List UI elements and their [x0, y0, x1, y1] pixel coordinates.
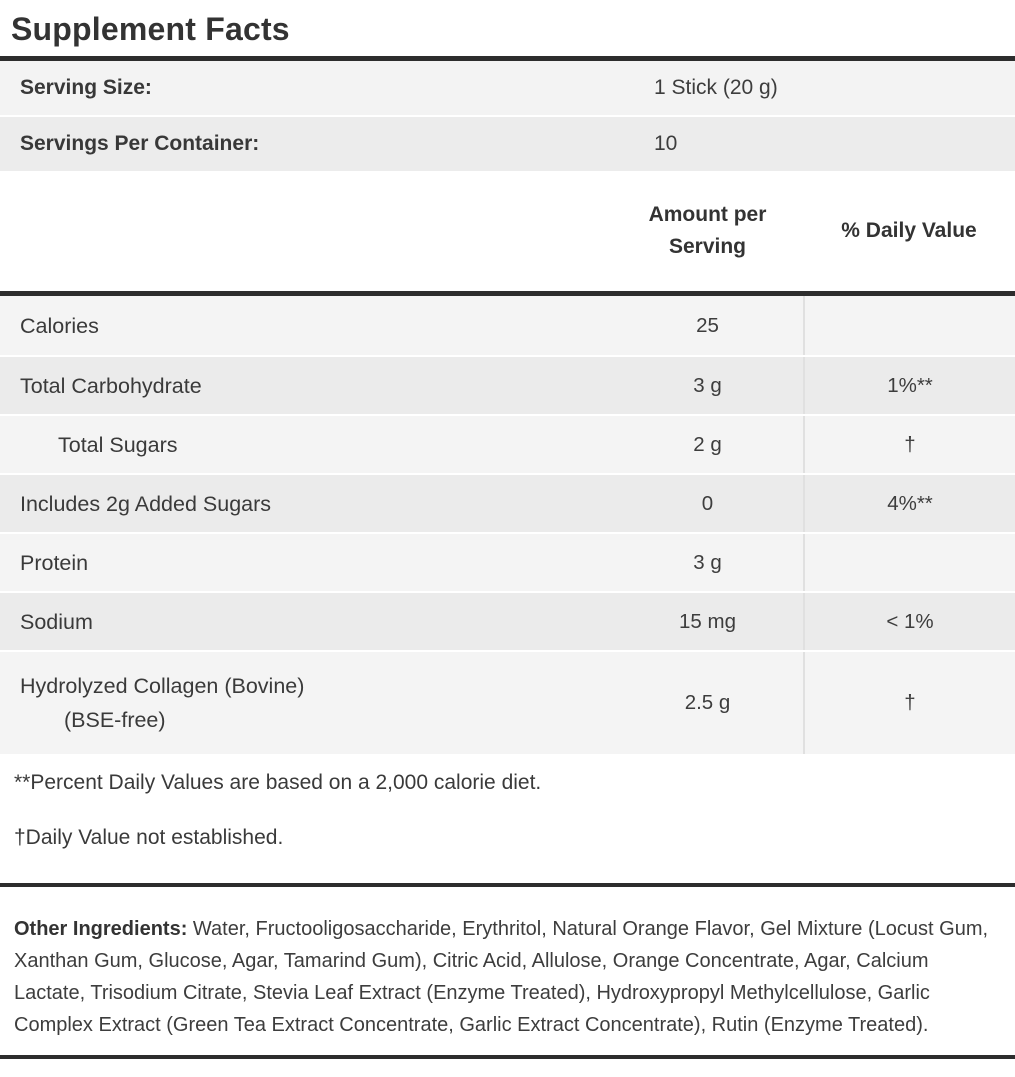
footnotes-section: **Percent Daily Values are based on a 2,… [0, 754, 1015, 883]
footnote-daily-value-not-established: †Daily Value not established. [14, 826, 284, 849]
row-label: Includes 2g Added Sugars [20, 491, 272, 516]
column-header-amount-per-serving: Amount per Serving [648, 203, 767, 258]
row-daily-value: † [803, 416, 1015, 473]
table-row-calories: Calories 25 [0, 296, 1015, 355]
table-row-hydrolyzed-collagen: Hydrolyzed Collagen (Bovine) (BSE-free) … [0, 650, 1015, 754]
title-divider-rule [0, 56, 1015, 61]
bottom-rule [0, 1055, 1015, 1059]
row-label: Hydrolyzed Collagen (Bovine) (BSE-free) [0, 669, 612, 737]
row-label-line1: Hydrolyzed Collagen (Bovine) [20, 674, 305, 698]
page-title: Supplement Facts [11, 11, 290, 47]
other-ingredients-text: Water, Fructooligosaccharide, Erythritol… [14, 918, 989, 1036]
row-daily-value [803, 534, 1015, 591]
header-divider-rule [0, 291, 1015, 296]
other-ingredients-label: Other Ingredients: [14, 918, 188, 940]
row-daily-value [803, 296, 1015, 355]
row-daily-value: † [803, 652, 1015, 754]
row-label: Total Carbohydrate [20, 373, 202, 398]
row-label: Total Sugars [58, 432, 178, 457]
serving-size-row: Serving Size: 1 Stick (20 g) [0, 61, 1015, 115]
facts-table: Amount per Serving % Daily Value Calorie… [0, 171, 1015, 754]
row-amount: 25 [696, 313, 719, 337]
row-label: Calories [20, 313, 99, 338]
serving-size-value: 1 Stick (20 g) [654, 76, 778, 99]
serving-info-section: Serving Size: 1 Stick (20 g) Servings Pe… [0, 61, 1015, 171]
row-amount: 0 [701, 491, 714, 515]
row-daily-value: 1%** [803, 357, 1015, 414]
table-row-total-carbohydrate: Total Carbohydrate 3 g 1%** [0, 355, 1015, 414]
row-label: Sodium [20, 609, 93, 634]
facts-table-header: Amount per Serving % Daily Value [0, 171, 1015, 291]
row-daily-value: < 1% [803, 593, 1015, 650]
servings-per-container-row: Servings Per Container: 10 [0, 117, 1015, 171]
row-daily-value: 4%** [803, 475, 1015, 532]
footnotes-divider-rule [0, 883, 1015, 887]
row-label-line2: (BSE-free) [64, 708, 166, 732]
footnote-percent-daily-value: **Percent Daily Values are based on a 2,… [14, 771, 542, 794]
table-row-protein: Protein 3 g [0, 532, 1015, 591]
bottom-padding [0, 1059, 1015, 1062]
other-ingredients-paragraph: Other Ingredients: Water, Fructooligosac… [0, 887, 1015, 1055]
row-amount: 15 mg [679, 609, 736, 633]
serving-size-label: Serving Size: [20, 76, 152, 99]
table-row-sodium: Sodium 15 mg < 1% [0, 591, 1015, 650]
row-amount: 2.5 g [684, 691, 731, 714]
row-amount: 3 g [693, 550, 722, 574]
table-row-added-sugars: Includes 2g Added Sugars 0 4%** [0, 473, 1015, 532]
table-row-total-sugars: Total Sugars 2 g † [0, 414, 1015, 473]
servings-per-container-label: Servings Per Container: [20, 132, 260, 155]
row-label: Protein [20, 550, 89, 575]
column-header-percent-daily-value: % Daily Value [841, 219, 977, 242]
servings-per-container-value: 10 [654, 132, 678, 155]
row-amount: 3 g [693, 373, 722, 397]
row-amount: 2 g [693, 432, 722, 456]
